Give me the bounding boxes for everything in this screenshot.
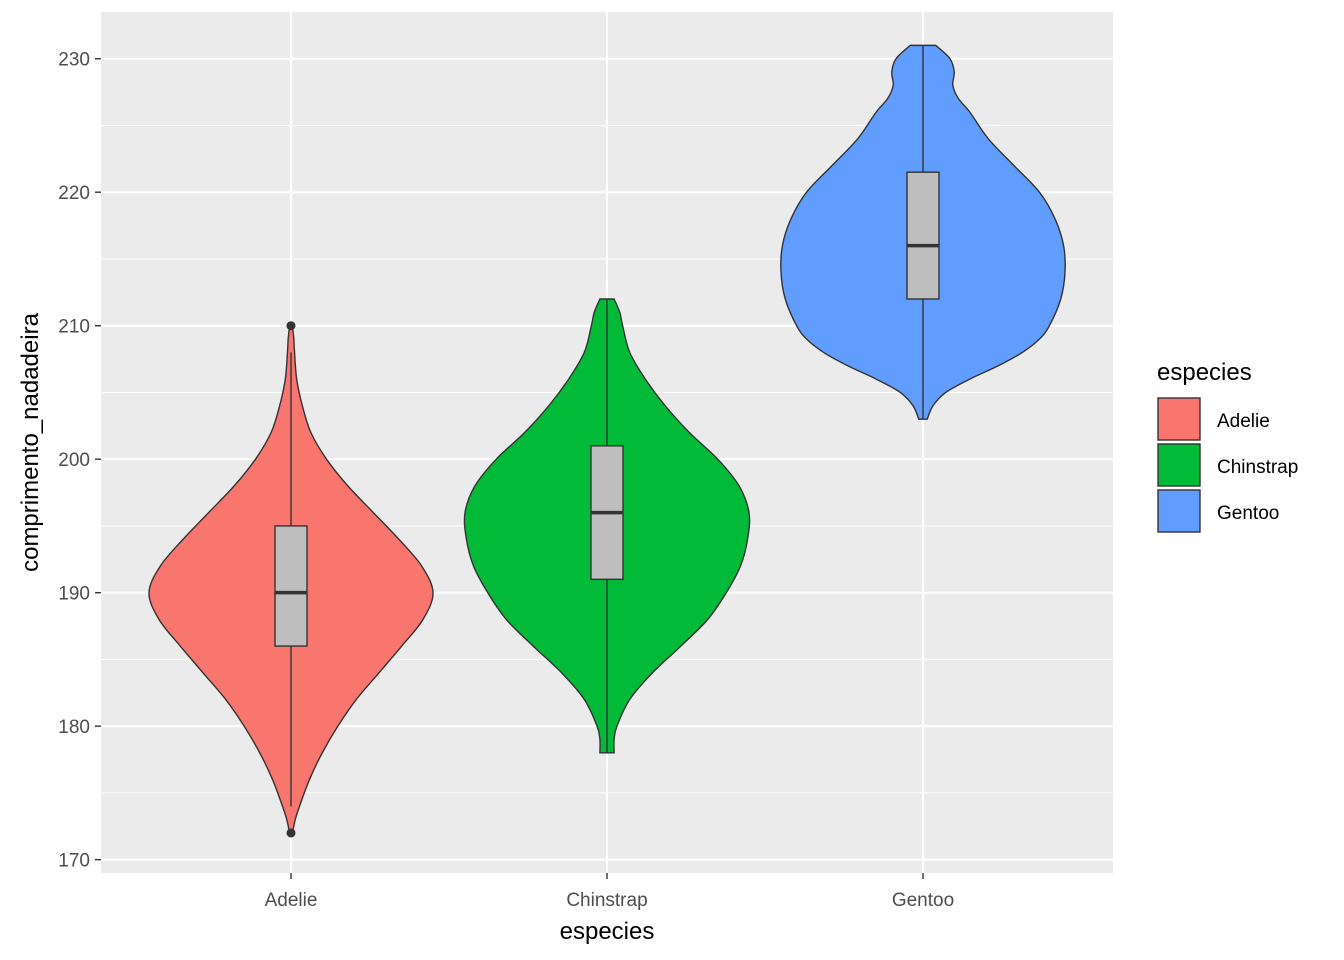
- legend-label: Chinstrap: [1217, 457, 1298, 478]
- legend-label: Adelie: [1217, 411, 1270, 432]
- legend: especies Adelie Chinstrap Gentoo: [1157, 359, 1298, 533]
- y-tick-label: 230: [58, 50, 90, 71]
- box-iqr: [274, 525, 308, 647]
- violin-group-chinstrap: [463, 298, 751, 754]
- y-tick-label: 220: [58, 183, 90, 204]
- y-tick-label: 200: [58, 450, 90, 471]
- legend-label: Gentoo: [1217, 503, 1279, 524]
- legend-key-gentoo: [1157, 489, 1201, 533]
- x-tick-label: Adelie: [265, 890, 318, 911]
- outlier-point: [286, 828, 296, 838]
- x-axis-title: especies: [560, 918, 655, 945]
- axes: 170 180 190 200 210 220 230 Adelie Chinstrap Gent…: [58, 50, 954, 911]
- y-tick-label: 210: [58, 317, 90, 338]
- legend-key-adelie: [1157, 397, 1201, 441]
- x-tick-label: Gentoo: [892, 890, 954, 911]
- violin-group-adelie: [148, 321, 434, 838]
- violin-group-gentoo: [780, 44, 1066, 420]
- legend-key-chinstrap: [1157, 443, 1201, 487]
- y-tick-label: 190: [58, 584, 90, 605]
- violins: [148, 44, 1066, 838]
- outlier-point: [286, 321, 296, 331]
- box-iqr: [906, 171, 940, 300]
- y-tick-label: 170: [58, 851, 90, 872]
- x-tick-label: Chinstrap: [566, 890, 647, 911]
- legend-title: especies: [1157, 359, 1252, 386]
- y-tick-label: 180: [58, 717, 90, 738]
- y-axis-title: comprimento_nadadeira: [17, 312, 44, 571]
